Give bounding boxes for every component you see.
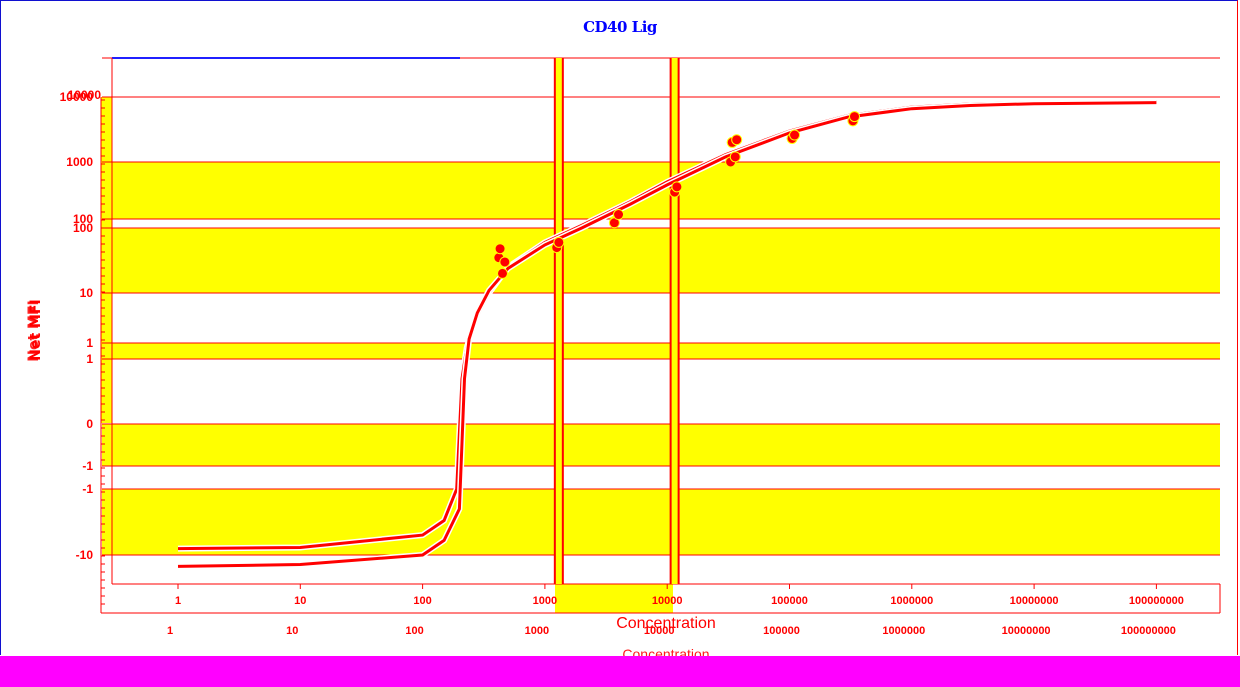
x-tick-label: 100 [413,595,431,607]
x-tick-label-outer: 1000000 [882,625,925,637]
y-tick-label: -1 [82,482,93,496]
chart-title: CD40 Lig [583,18,657,36]
x-tick-label: 100000 [771,595,808,607]
ref-band-0 [554,58,563,584]
status-bar [0,656,1240,687]
y-tick-label: 1 [86,336,93,350]
x-tick-label: 1000 [533,595,557,607]
data-point [496,267,508,279]
data-point [848,111,860,123]
data-point [731,134,743,146]
band-bottom-strip [555,584,673,613]
band-2 [102,343,1220,359]
data-point [499,256,511,268]
y-tick-label: -1 [82,459,93,473]
x-tick-label-outer: 100 [405,625,423,637]
y-tick-label: 100 [73,221,93,235]
data-point [789,129,801,141]
y-tick-label: 1000 [66,155,93,169]
x-tick-label: 100000000 [1129,595,1184,607]
x-tick-label: 1000000 [890,595,933,607]
y-tick-label: 10000 [60,90,94,104]
band-left-strip [101,97,112,423]
fit-curve-1 [177,101,1157,568]
x-axis-label: Concentration [616,615,716,632]
y-axis-label-duplicate: Net MFI [26,300,42,362]
data-point [729,151,741,163]
y-tick-label: 0 [86,417,93,431]
x-tick-label-outer: 10000 [644,625,675,637]
y-tick-label: 100 [73,212,93,226]
ref-band-1 [670,58,679,584]
x-tick-label-outer: 1 [167,625,173,637]
x-tick-label-outer: 10000000 [1002,625,1051,637]
data-point [494,243,506,255]
data-point [671,181,683,193]
data-point [553,236,565,248]
chart-frame [0,0,1238,655]
x-tick-label: 10000000 [1010,595,1059,607]
x-tick-label-outer: 1000 [525,625,549,637]
band-4 [102,489,1220,555]
x-tick-label: 10000 [652,595,683,607]
y-tick-label: 10 [80,286,94,300]
x-tick-label: 10 [294,595,306,607]
y-tick-label: -10 [76,548,94,562]
band-1 [102,228,1220,293]
x-tick-label: 1 [175,595,181,607]
y-tick-label: 1 [86,352,93,366]
x-tick-label-outer: 100000000 [1121,625,1176,637]
band-3 [102,424,1220,466]
x-tick-label-outer: 100000 [763,625,800,637]
x-tick-label-outer: 10 [286,625,298,637]
y-tick-label-duplicate: 10000 [68,88,102,102]
data-point [613,209,625,221]
